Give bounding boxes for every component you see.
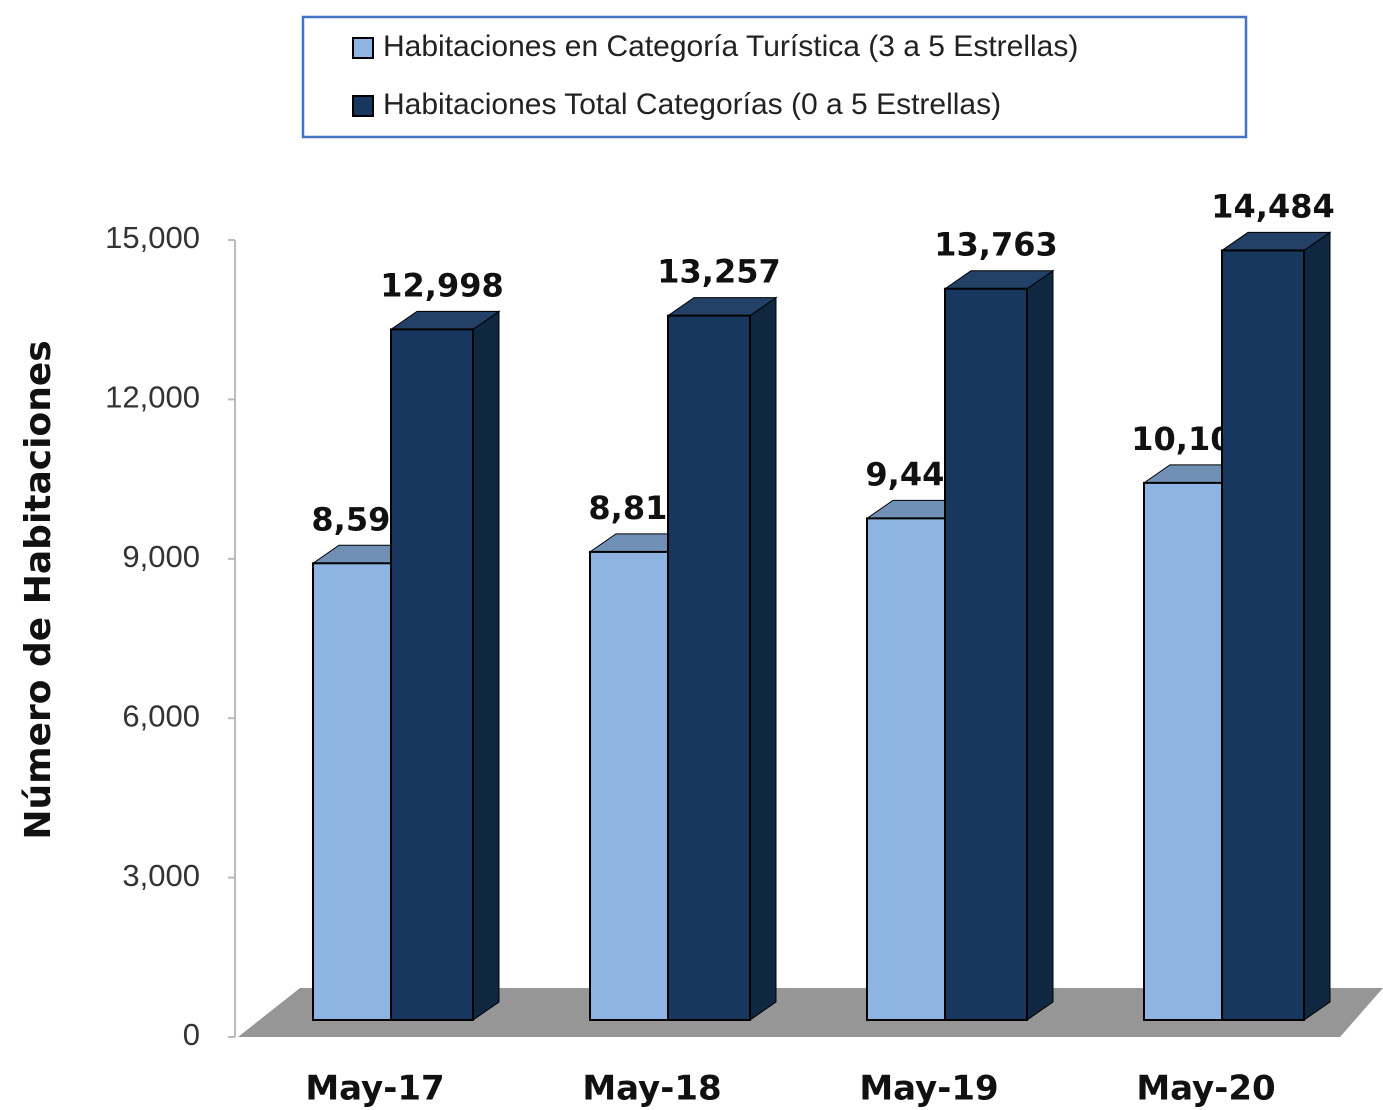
x-tick-label: May-19: [859, 1069, 998, 1109]
legend-swatch: [352, 95, 374, 117]
value-label: 13,763: [934, 226, 1057, 264]
bar: [944, 287, 1028, 1021]
legend-swatch: [352, 37, 374, 59]
y-tick-label: 15,000: [105, 220, 200, 255]
y-tick-label: 6,000: [122, 698, 200, 733]
value-label: 13,257: [657, 253, 780, 291]
bar: [866, 517, 946, 1022]
bar-side: [472, 310, 500, 1021]
bar: [1143, 481, 1223, 1021]
bar-side: [749, 296, 777, 1021]
y-tick-label: 3,000: [122, 858, 200, 893]
bar: [390, 328, 474, 1021]
value-label: 12,998: [380, 266, 503, 304]
bar: [312, 562, 392, 1021]
x-tick-label: May-17: [305, 1069, 444, 1109]
legend: [301, 15, 1248, 139]
y-tick-label: 12,000: [105, 380, 200, 415]
bar-side: [1026, 269, 1054, 1021]
x-tick-label: May-18: [582, 1069, 721, 1109]
y-axis-title: Número de Habitaciones: [18, 340, 59, 839]
bar: [589, 550, 669, 1021]
y-tick-label: 9,000: [122, 539, 200, 574]
legend-label: Habitaciones Total Categorías (0 a 5 Est…: [383, 88, 1001, 121]
x-tick-label: May-20: [1136, 1069, 1275, 1109]
floor: [238, 988, 1383, 1037]
bar-side: [1303, 231, 1331, 1021]
bar: [667, 314, 751, 1021]
legend-label: Habitaciones en Categoría Turística (3 a…: [383, 30, 1078, 63]
bar: [1221, 249, 1305, 1021]
y-tick-label: 0: [183, 1017, 200, 1052]
value-label: 14,484: [1211, 187, 1334, 225]
